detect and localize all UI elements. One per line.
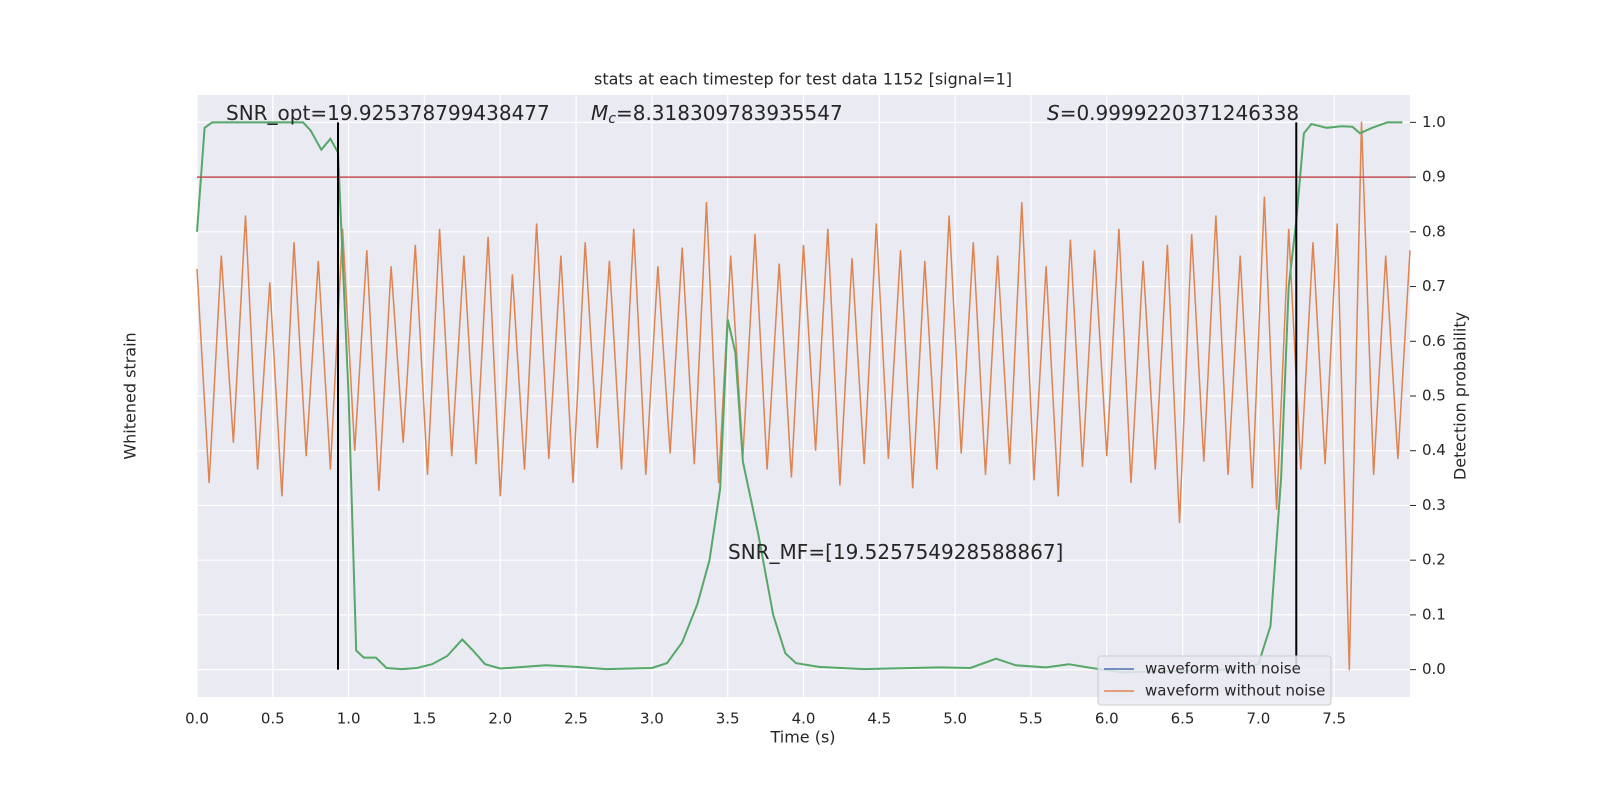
annotation: Mc=8.318309783935547 [591,101,843,128]
x-tick-label: 3.0 [640,710,664,728]
x-tick-label: 0.5 [261,710,285,728]
chart-title: stats at each timestep for test data 115… [594,70,1012,89]
annotation-text: SNR_opt=19.925378799438477 [226,101,550,125]
x-tick-label: 2.5 [564,710,588,728]
x-tick-label: 7.5 [1322,710,1346,728]
annotation-subscript: c [608,111,616,127]
y2-tick-label: 0.8 [1422,222,1446,240]
y2-tick-label: 0.9 [1422,168,1446,186]
y2-tick-label: 0.5 [1422,387,1446,405]
y-axis-label: Whitened strain [121,332,140,459]
annotation-text: =0.9999220371246338 [1060,101,1299,125]
x-tick-label: 6.5 [1171,710,1195,728]
annotation: SNR_opt=19.925378799438477 [226,101,550,125]
legend-label: waveform with noise [1145,660,1301,678]
legend-label: waveform without noise [1145,682,1325,700]
x-tick-label: 1.0 [337,710,361,728]
annotation: S=0.9999220371246338 [1047,101,1299,125]
y2-tick-label: 0.0 [1422,660,1446,678]
x-tick-label: 3.5 [716,710,740,728]
annotation-text: =8.318309783935547 [616,101,843,125]
annotation-symbol: S [1047,101,1060,125]
x-tick-label: 2.0 [488,710,512,728]
y2-tick-label: 0.6 [1422,332,1446,350]
line-series [196,121,1411,671]
x-axis-label: Time (s) [769,728,835,747]
y2-tick-label: 0.2 [1422,551,1446,569]
y2-tick-label: 0.3 [1422,496,1446,514]
annotation: SNR_MF=[19.525754928588867] [728,540,1063,564]
y2-tick-label: 1.0 [1422,113,1446,131]
annotation-symbol: M [591,101,608,125]
y2-tick-label: 0.1 [1422,605,1446,623]
x-tick-label: 6.0 [1095,710,1119,728]
x-tick-label: 5.5 [1019,710,1043,728]
x-tick-label: 4.0 [792,710,816,728]
x-tick-label: 4.5 [867,710,891,728]
y2-axis-label: Detection probability [1451,312,1470,480]
y2-tick-label: 0.7 [1422,277,1446,295]
x-tick-label: 1.5 [413,710,437,728]
x-tick-label: 5.0 [943,710,967,728]
y2-tick-label: 0.4 [1422,441,1446,459]
x-tick-label: 7.0 [1246,710,1270,728]
line-series [196,121,1403,674]
x-tick-label: 0.0 [185,710,209,728]
annotation-text: SNR_MF=[19.525754928588867] [728,540,1063,564]
legend-box [1097,655,1332,706]
